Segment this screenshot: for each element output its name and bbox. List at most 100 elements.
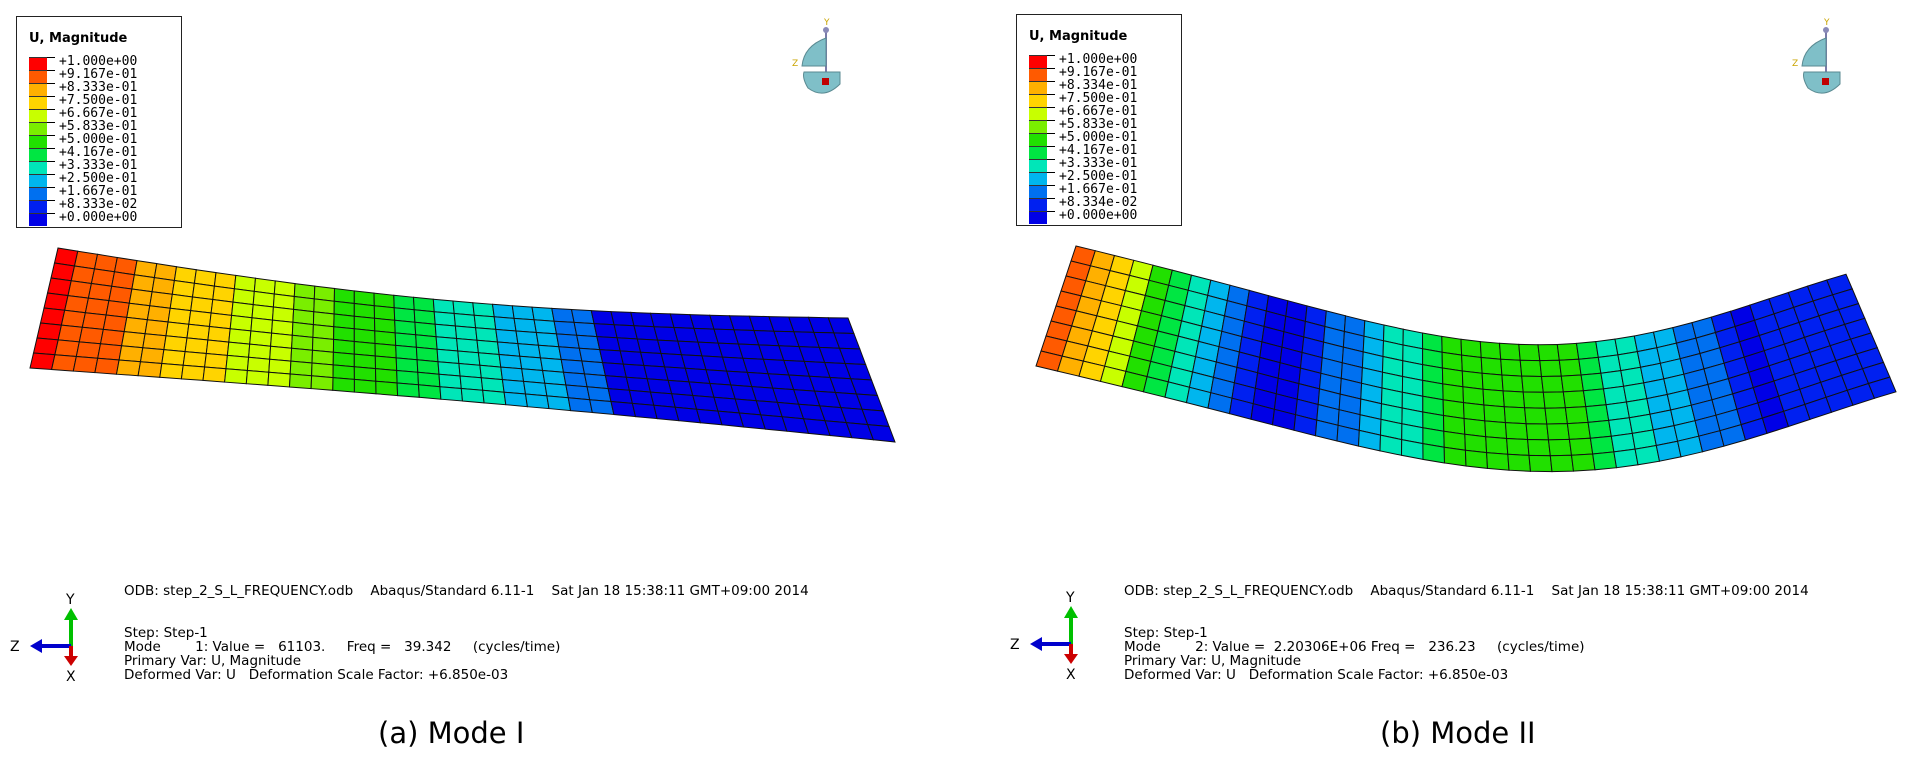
legend-row: +9.167e-01 — [29, 68, 189, 83]
deformed-var-line: Deformed Var: U Deformation Scale Factor… — [124, 667, 509, 683]
mesh-element — [246, 356, 271, 373]
mesh-element — [78, 326, 104, 345]
mesh-element — [1560, 374, 1584, 393]
mesh-element — [570, 308, 595, 325]
mesh-element — [581, 360, 607, 377]
mesh-element — [1480, 356, 1503, 376]
legend-swatch — [29, 70, 47, 83]
mesh-element — [395, 344, 418, 361]
mesh-element — [81, 312, 107, 330]
mesh-element — [75, 341, 102, 359]
legend-label: +4.167e-01 — [59, 145, 138, 160]
legend-swatch — [29, 148, 47, 161]
mesh-element — [578, 347, 604, 364]
mesh-element — [546, 395, 572, 412]
mesh-element — [437, 361, 461, 377]
mesh-element — [395, 357, 419, 373]
legend-tick — [47, 96, 55, 97]
legend-label: +1.000e+00 — [1059, 52, 1138, 67]
legend-tick — [1047, 94, 1055, 95]
legend-label: +3.333e-01 — [59, 158, 138, 173]
mesh-element — [472, 302, 495, 318]
legend-tick — [1047, 133, 1055, 134]
mesh-element — [1597, 354, 1622, 374]
legend-tick — [47, 135, 55, 136]
svg-text:Z: Z — [1792, 59, 1798, 69]
legend-label: +2.500e-01 — [59, 171, 138, 186]
view-orientation-cube: Y Z — [1792, 18, 1841, 94]
mesh-element — [1486, 452, 1510, 471]
mesh-element — [1575, 341, 1599, 360]
mesh-element — [1587, 419, 1612, 439]
mesh-element — [1464, 449, 1489, 469]
mesh-element — [202, 366, 227, 383]
mesh-element — [1580, 372, 1605, 392]
mesh-element — [1564, 406, 1589, 425]
mesh-element — [32, 337, 59, 356]
mesh-element — [433, 311, 456, 327]
view-orientation-cube: Y Z — [792, 18, 841, 94]
mesh-element — [610, 400, 637, 418]
mesh-element — [57, 324, 83, 343]
mesh-element — [205, 339, 230, 356]
legend-row: +6.667e-01 — [1029, 104, 1189, 120]
legend-label: +4.167e-01 — [1059, 143, 1138, 158]
mesh-element — [511, 305, 535, 321]
legend-row: +8.333e-01 — [29, 81, 189, 96]
legend-label: +9.167e-01 — [1059, 65, 1138, 80]
mesh-element — [1482, 388, 1505, 408]
mesh-element — [1527, 438, 1551, 457]
mesh-element — [1867, 376, 1897, 399]
mesh-element — [268, 358, 292, 375]
legend-row: +8.334e-01 — [1029, 79, 1189, 94]
legend-row: +5.833e-01 — [29, 120, 189, 135]
mesh-element — [1602, 385, 1628, 406]
mesh-element — [1613, 448, 1639, 469]
mesh-element — [1595, 338, 1619, 358]
legend-swatch — [1029, 146, 1047, 159]
mesh-element — [353, 328, 376, 345]
mesh-element — [163, 335, 188, 353]
mesh-element — [476, 339, 500, 356]
mesh-element — [60, 309, 87, 328]
legend-label: +8.333e-02 — [59, 197, 138, 212]
legend-swatch — [29, 109, 47, 122]
legend-row: +4.167e-01 — [1029, 143, 1189, 159]
mesh-element — [1484, 420, 1508, 440]
mesh-element — [269, 345, 293, 362]
mesh-element — [599, 349, 624, 365]
legend-tick — [47, 57, 55, 58]
mesh-element — [353, 378, 377, 395]
mesh-element — [1566, 421, 1591, 440]
mesh-element — [513, 317, 537, 334]
mesh-element — [50, 354, 77, 372]
mesh-element — [161, 349, 186, 366]
mesh-element — [479, 364, 503, 381]
legend-tick — [1047, 211, 1055, 212]
legend-label: +6.667e-01 — [1059, 104, 1138, 119]
legend-swatch — [1029, 81, 1047, 94]
mesh-element — [29, 352, 56, 371]
mesh-element — [180, 364, 206, 381]
mesh-element — [39, 307, 66, 326]
legend-tick — [47, 161, 55, 162]
triad-z-label: Z — [10, 639, 20, 655]
legend-swatch — [1029, 120, 1047, 133]
mesh-element — [207, 325, 231, 343]
mesh-element — [576, 334, 601, 351]
legend-label: +5.833e-01 — [1059, 117, 1138, 132]
mesh-element — [1461, 354, 1483, 374]
mesh-element — [1507, 453, 1532, 472]
legend-label: +0.000e+00 — [59, 210, 138, 225]
mesh-element — [537, 344, 562, 361]
mesh-element — [118, 345, 144, 363]
legend-row: +1.667e-01 — [29, 185, 189, 200]
legend-row: +8.334e-02 — [1029, 196, 1189, 211]
mesh-element — [1463, 417, 1487, 438]
mesh-element — [375, 380, 399, 397]
mesh-element — [533, 319, 558, 335]
mesh-element — [182, 351, 207, 368]
legend-tick — [1047, 81, 1055, 82]
legend-title: U, Magnitude — [1029, 29, 1128, 44]
mesh-element — [1443, 446, 1467, 467]
